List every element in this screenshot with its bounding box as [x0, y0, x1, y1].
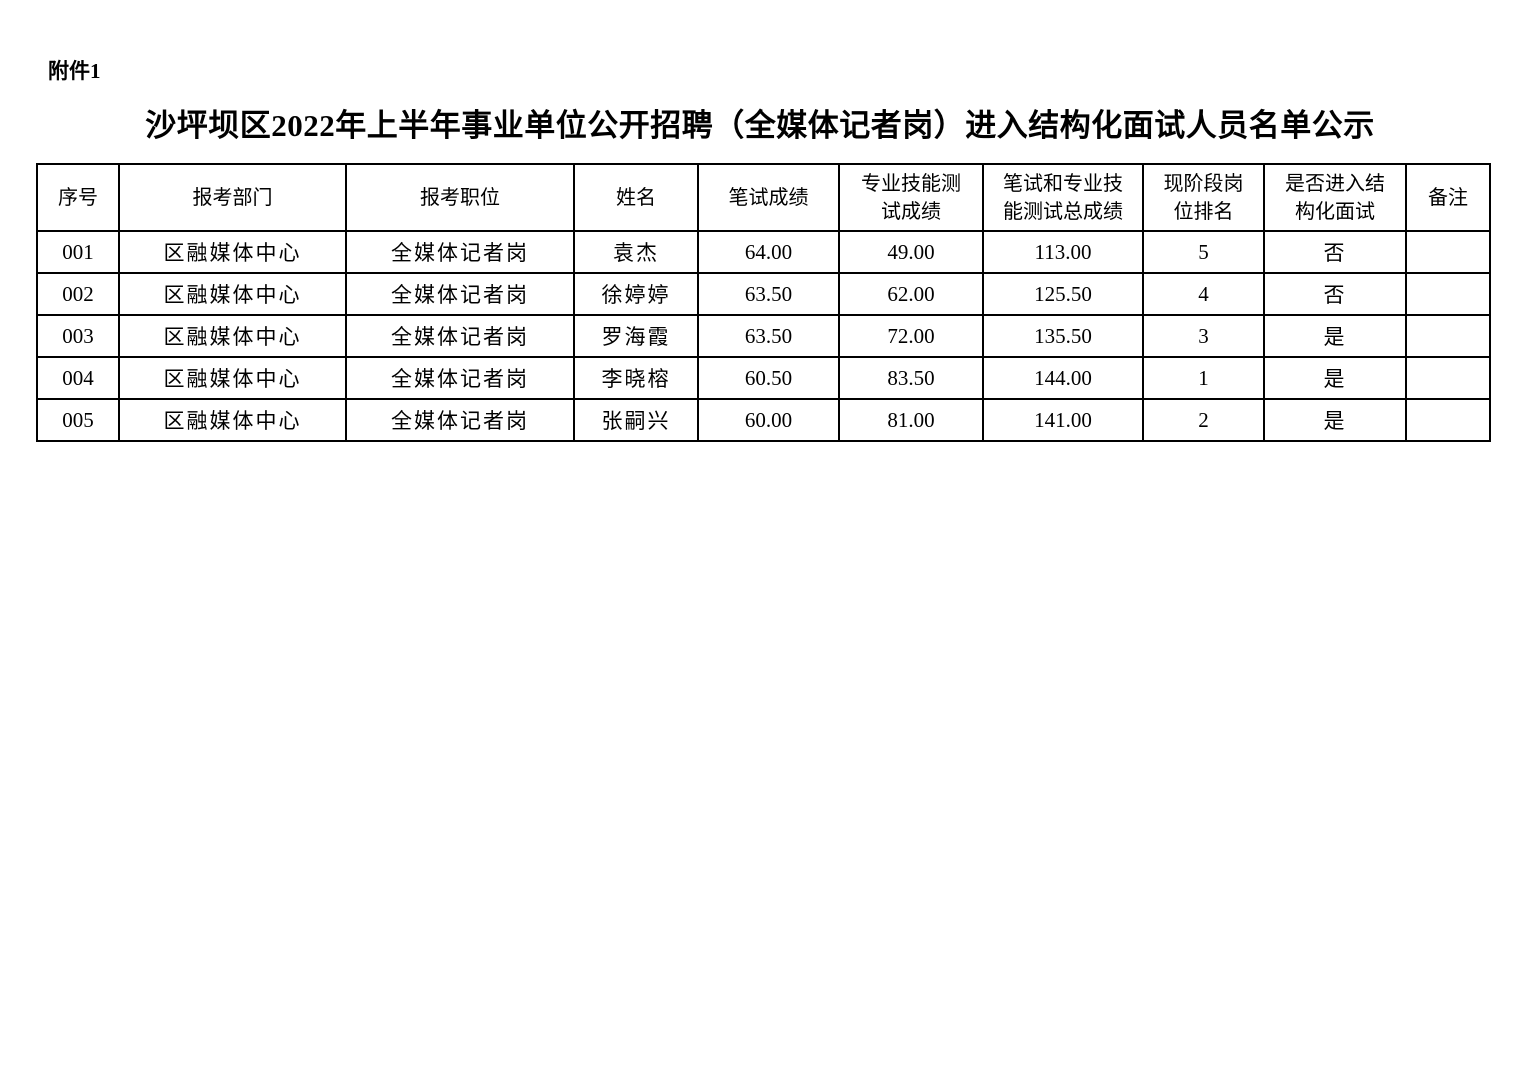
table-body: 001 区融媒体中心 全媒体记者岗 袁杰 64.00 49.00 113.00 5 否 002 区融… [36, 230, 1491, 442]
table-row: 003 区融媒体中心 全媒体记者岗 罗海霞 63.50 72.00 135.50 3 是 [36, 314, 1491, 358]
table-cell: 62.00 [838, 272, 984, 316]
table-cell: 区融媒体中心 [118, 398, 347, 442]
table-cell: 141.00 [982, 398, 1144, 442]
table-cell: 60.50 [697, 356, 840, 400]
table-cell: 63.50 [697, 314, 840, 358]
column-header: 专业技能测试成绩 [838, 163, 984, 232]
table-cell: 否 [1263, 230, 1407, 274]
table-cell: 81.00 [838, 398, 984, 442]
table-cell: 袁杰 [573, 230, 699, 274]
table-cell: 全媒体记者岗 [345, 272, 575, 316]
table-cell: 64.00 [697, 230, 840, 274]
table-cell: 1 [1142, 356, 1265, 400]
table-cell: 004 [36, 356, 120, 400]
table-cell: 2 [1142, 398, 1265, 442]
table-cell: 4 [1142, 272, 1265, 316]
table-cell: 003 [36, 314, 120, 358]
table-cell: 005 [36, 398, 120, 442]
column-header: 备注 [1405, 163, 1491, 232]
table-cell: 区融媒体中心 [118, 356, 347, 400]
table-cell: 全媒体记者岗 [345, 356, 575, 400]
table-cell: 李晓榕 [573, 356, 699, 400]
table-row: 001 区融媒体中心 全媒体记者岗 袁杰 64.00 49.00 113.00 5 否 [36, 230, 1491, 274]
table-row: 004 区融媒体中心 全媒体记者岗 李晓榕 60.50 83.50 144.00 1 是 [36, 356, 1491, 400]
page-title: 沙坪坝区2022年上半年事业单位公开招聘（全媒体记者岗）进入结构化面试人员名单公… [145, 108, 1375, 143]
table-cell: 125.50 [982, 272, 1144, 316]
column-header: 序号 [36, 163, 120, 232]
table-row: 002 区融媒体中心 全媒体记者岗 徐婷婷 63.50 62.00 125.50 4 否 [36, 272, 1491, 316]
table-cell: 63.50 [697, 272, 840, 316]
column-header: 笔试成绩 [697, 163, 840, 232]
table-cell: 135.50 [982, 314, 1144, 358]
table-cell [1405, 398, 1491, 442]
table-cell: 113.00 [982, 230, 1144, 274]
table-cell [1405, 230, 1491, 274]
attachment-label: 附件1 [48, 59, 101, 83]
table-row: 005 区融媒体中心 全媒体记者岗 张嗣兴 60.00 81.00 141.00 2 是 [36, 398, 1491, 442]
column-header: 笔试和专业技能测试总成绩 [982, 163, 1144, 232]
table-cell: 全媒体记者岗 [345, 398, 575, 442]
table-cell: 张嗣兴 [573, 398, 699, 442]
roster-table: 序号 报考部门 报考职位 姓名 笔试成绩 专业技能测试成绩 笔试和专业技能测试总成绩 现阶段岗… [36, 163, 1491, 442]
table-cell: 区融媒体中心 [118, 272, 347, 316]
table-cell: 60.00 [697, 398, 840, 442]
table-cell: 5 [1142, 230, 1265, 274]
table-cell: 区融媒体中心 [118, 314, 347, 358]
column-header: 姓名 [573, 163, 699, 232]
table-cell [1405, 356, 1491, 400]
table-cell [1405, 272, 1491, 316]
table-cell: 49.00 [838, 230, 984, 274]
table-cell: 83.50 [838, 356, 984, 400]
table-cell: 区融媒体中心 [118, 230, 347, 274]
table-cell: 72.00 [838, 314, 984, 358]
table-cell: 是 [1263, 356, 1407, 400]
column-header: 是否进入结构化面试 [1263, 163, 1407, 232]
column-header: 现阶段岗位排名 [1142, 163, 1265, 232]
table-cell: 徐婷婷 [573, 272, 699, 316]
column-header: 报考部门 [118, 163, 347, 232]
table-header-row: 序号 报考部门 报考职位 姓名 笔试成绩 专业技能测试成绩 笔试和专业技能测试总成绩 现阶段岗… [36, 163, 1491, 232]
table-cell: 002 [36, 272, 120, 316]
table-cell: 罗海霞 [573, 314, 699, 358]
table-cell: 144.00 [982, 356, 1144, 400]
table-cell: 全媒体记者岗 [345, 230, 575, 274]
table-cell: 3 [1142, 314, 1265, 358]
table-cell: 是 [1263, 314, 1407, 358]
table-cell: 是 [1263, 398, 1407, 442]
table-cell: 全媒体记者岗 [345, 314, 575, 358]
column-header: 报考职位 [345, 163, 575, 232]
table-cell [1405, 314, 1491, 358]
table-cell: 否 [1263, 272, 1407, 316]
table-cell: 001 [36, 230, 120, 274]
